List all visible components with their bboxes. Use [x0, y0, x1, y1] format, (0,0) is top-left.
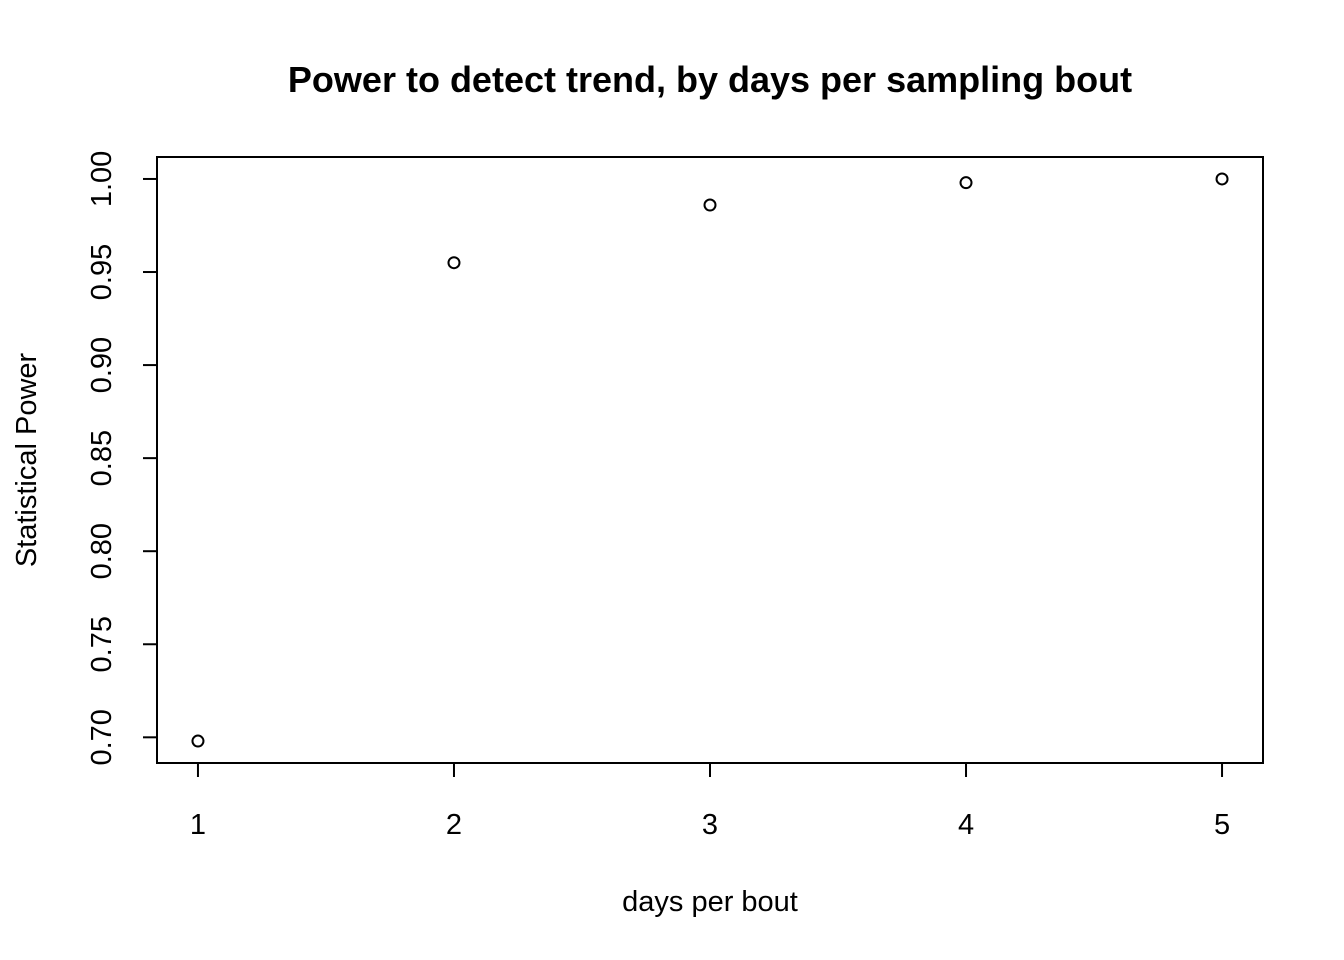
x-tick-label: 4	[958, 809, 974, 841]
y-tick-label: 0.80	[86, 523, 118, 579]
data-point	[1215, 172, 1229, 186]
x-tick-label: 2	[446, 809, 462, 841]
y-axis: 0.70 0.75 0.80 0.85 0.90 0.95 1.00	[86, 151, 158, 766]
data-point	[447, 256, 461, 270]
plot-frame	[156, 156, 1264, 764]
y-tick-label: 0.95	[86, 244, 118, 300]
data-point	[703, 198, 717, 212]
data-point	[191, 734, 205, 748]
data-point	[959, 176, 973, 190]
chart-title: Power to detect trend, by days per sampl…	[288, 59, 1132, 100]
y-tick-label: 0.85	[86, 430, 118, 486]
x-tick-label: 1	[190, 809, 206, 841]
y-tick-label: 0.75	[86, 616, 118, 672]
y-tick-label: 1.00	[86, 151, 118, 207]
x-tick-label: 3	[702, 809, 718, 841]
x-tick-label: 5	[1214, 809, 1230, 841]
y-tick-label: 0.70	[86, 709, 118, 765]
x-axis-label: days per bout	[622, 886, 798, 918]
y-axis-label: Statistical Power	[11, 352, 43, 567]
data-points	[191, 172, 1229, 748]
x-axis: 1 2 3 4 5	[190, 762, 1230, 841]
y-tick-label: 0.90	[86, 337, 118, 393]
